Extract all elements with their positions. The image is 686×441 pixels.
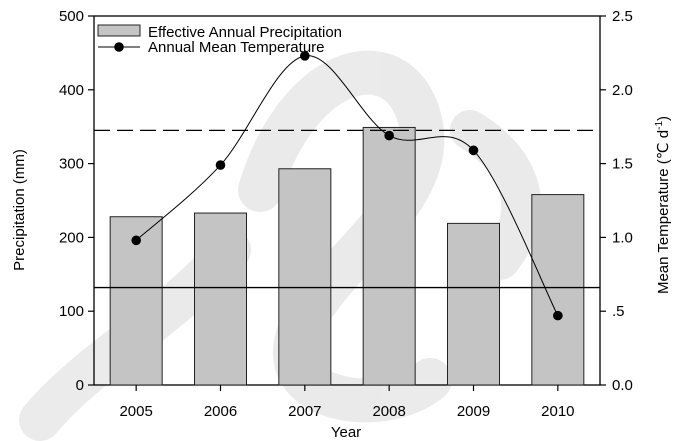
y-tick-label-0: 0 xyxy=(76,377,84,394)
y2-tick-label-5: 2.5 xyxy=(612,8,633,25)
temperature-point-2006 xyxy=(215,160,226,170)
legend-label-precipitation: Effective Annual Precipitation xyxy=(148,24,342,41)
y2-axis-title-superscript: -1 xyxy=(654,121,665,130)
temperature-point-2009 xyxy=(468,145,479,156)
x-axis-title: Year xyxy=(331,424,361,441)
bar-2010 xyxy=(531,194,585,386)
axes: 0 100 200 300 400 500 0.0 .5 1.0 1.5 2.0 2.5 2005 200… xyxy=(59,8,633,420)
temperature-point-2010 xyxy=(553,310,563,321)
legend-marker-temperature xyxy=(114,42,124,52)
bar-2009 xyxy=(447,222,500,386)
y-tick-label-100: 100 xyxy=(59,303,84,320)
x-tick-label-2008: 2008 xyxy=(372,403,405,420)
x-tick-label-2007: 2007 xyxy=(288,403,321,420)
reference-lines xyxy=(94,129,600,289)
x-tick-label-2010: 2010 xyxy=(541,403,574,420)
y2-axis-title-end: ) xyxy=(655,116,672,121)
bar-2008 xyxy=(362,126,416,386)
plot-frame xyxy=(93,15,601,386)
temperature-point-2008 xyxy=(384,130,394,141)
legend-swatch-precipitation xyxy=(97,24,141,37)
legend-label-temperature: Annual Mean Temperature xyxy=(148,39,325,56)
y2-axis-title: Mean Temperature (℃ d-1) xyxy=(654,116,672,294)
y2-tick-label-0: 0.0 xyxy=(612,377,633,394)
y-tick-label-500: 500 xyxy=(59,8,84,25)
y-tick-label-200: 200 xyxy=(59,229,84,246)
temperature-point-2005 xyxy=(131,235,141,246)
y-tick-label-300: 300 xyxy=(59,156,84,173)
y2-tick-label-4: 2.0 xyxy=(612,82,633,99)
y-tick-label-400: 400 xyxy=(59,82,84,99)
plot-area xyxy=(93,15,601,386)
x-tick-label-2005: 2005 xyxy=(119,403,152,420)
x-tick-label-2009: 2009 xyxy=(457,403,490,420)
line-series xyxy=(131,51,563,321)
y2-tick-label-3: 1.5 xyxy=(612,156,633,173)
y-axis-title: Precipitation (mm) xyxy=(11,149,28,271)
y2-tick-label-2: 1.0 xyxy=(612,229,633,246)
temperature-point-2007 xyxy=(300,51,310,61)
y2-tick-label-1: .5 xyxy=(612,303,625,320)
bar-2007 xyxy=(278,168,332,386)
x-tick-label-2006: 2006 xyxy=(204,403,237,420)
bar-2006 xyxy=(194,212,247,386)
y2-axis-title-main: Mean Temperature (℃ d xyxy=(655,130,672,294)
bar-series xyxy=(109,126,585,386)
